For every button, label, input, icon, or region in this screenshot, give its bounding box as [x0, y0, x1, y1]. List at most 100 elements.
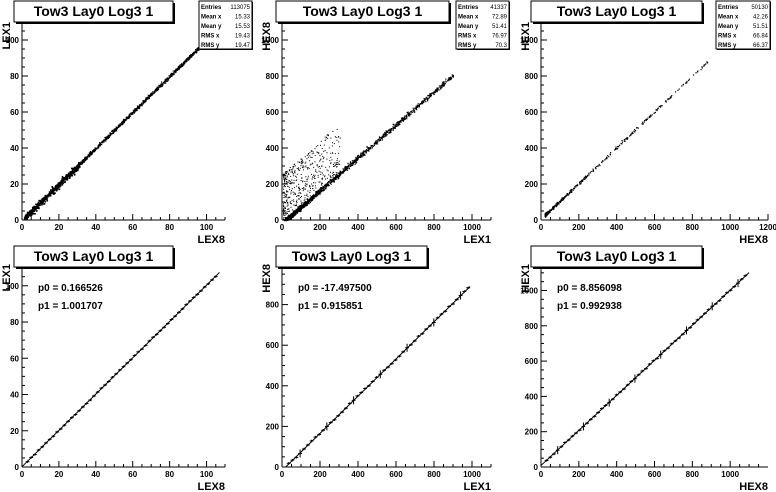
scatter-point	[321, 187, 323, 190]
scatter-point	[286, 194, 288, 196]
scatter-point	[176, 68, 178, 70]
x-axis-label: LEX1	[463, 481, 491, 492]
scatter-point	[298, 195, 300, 197]
scatter-point	[450, 77, 452, 79]
scatter-point	[431, 92, 433, 94]
scatter-point	[144, 99, 147, 101]
scatter-point	[286, 205, 288, 207]
scatter-point	[599, 164, 601, 167]
stats-label: Mean y	[201, 24, 222, 30]
scatter-point	[544, 215, 547, 217]
scatter-point	[306, 158, 308, 160]
scatter-point	[192, 54, 194, 56]
scatter-point	[339, 174, 341, 176]
scatter-point	[300, 200, 302, 202]
scatter-point	[321, 187, 324, 189]
scatter-point	[366, 149, 368, 152]
scatter-point	[336, 178, 338, 180]
scatter-point	[287, 219, 290, 221]
scatter-point	[665, 101, 667, 103]
scatter-point	[327, 183, 330, 185]
scatter-point	[545, 213, 547, 215]
scatter-point	[63, 179, 65, 181]
scatter-point	[37, 204, 39, 207]
scatter-point	[172, 72, 174, 74]
scatter-point	[29, 212, 32, 214]
scatter-point	[370, 144, 372, 147]
scatter-point	[335, 162, 337, 164]
scatter-point	[325, 166, 327, 168]
scatter-point	[97, 147, 99, 149]
scatter-point	[581, 180, 584, 183]
scatter-point	[349, 165, 351, 167]
scatter-point	[125, 119, 127, 121]
scatter-point	[700, 69, 702, 71]
scatter-point	[37, 201, 40, 204]
scatter-point	[332, 175, 334, 177]
scatter-point	[143, 101, 145, 103]
scatter-point	[92, 151, 95, 153]
scatter-point	[30, 212, 33, 215]
chart-panel-3: 0 200 400 600 800 1000 120002004006008001000HE…	[520, 0, 776, 246]
scatter-point	[332, 181, 334, 183]
scatter-point	[312, 176, 314, 178]
scatter-point	[285, 217, 287, 219]
scatter-point	[325, 187, 327, 189]
scatter-point	[323, 186, 325, 188]
scatter-point	[35, 207, 37, 209]
scatter-point	[390, 131, 392, 133]
scatter-point	[618, 145, 620, 148]
scatter-point	[670, 97, 672, 99]
scatter-point	[308, 199, 310, 201]
scatter-point	[337, 175, 339, 177]
scatter-point	[284, 196, 286, 198]
scatter-point	[60, 182, 63, 185]
scatter-point	[94, 149, 96, 152]
scatter-point	[586, 175, 588, 178]
scatter-point	[384, 132, 386, 134]
scatter-point	[678, 88, 680, 90]
scatter-point	[350, 165, 352, 167]
scatter-point	[318, 189, 321, 191]
scatter-point	[615, 146, 617, 148]
scatter-point	[152, 92, 154, 94]
scatter-point	[33, 208, 36, 211]
scatter-point	[442, 83, 444, 85]
stats-label: Mean y	[458, 24, 479, 30]
scatter-point	[294, 172, 296, 174]
y-tick-label: 200	[266, 180, 280, 189]
scatter-point	[192, 52, 194, 55]
scatter-point	[324, 140, 326, 142]
scatter-point	[352, 162, 355, 165]
scatter-point	[359, 154, 362, 156]
scatter-point	[283, 173, 285, 175]
scatter-point	[290, 190, 292, 192]
scatter-point	[99, 145, 101, 147]
scatter-point	[163, 81, 165, 83]
scatter-point	[142, 100, 145, 102]
scatter-point	[324, 178, 326, 180]
title-box	[530, 245, 703, 268]
scatter-point	[156, 87, 159, 89]
scatter-point	[321, 179, 323, 181]
scatter-point	[332, 180, 335, 182]
scatter-point	[193, 53, 195, 55]
scatter-point	[643, 121, 645, 123]
scatter-point	[382, 136, 384, 138]
scatter-point	[292, 191, 294, 193]
scatter-point	[163, 82, 166, 84]
scatter-point	[147, 97, 149, 99]
scatter-point	[283, 209, 285, 211]
scatter-point	[284, 175, 286, 177]
scatter-point	[302, 161, 304, 163]
scatter-point	[103, 140, 105, 143]
scatter-point	[381, 137, 383, 139]
scatter-point	[296, 168, 298, 170]
scatter-point	[150, 92, 152, 95]
scatter-point	[197, 46, 199, 49]
scatter-point	[320, 189, 322, 191]
scatter-point	[300, 158, 302, 160]
scatter-point	[321, 165, 323, 167]
scatter-point	[305, 185, 307, 187]
scatter-point	[428, 97, 430, 99]
